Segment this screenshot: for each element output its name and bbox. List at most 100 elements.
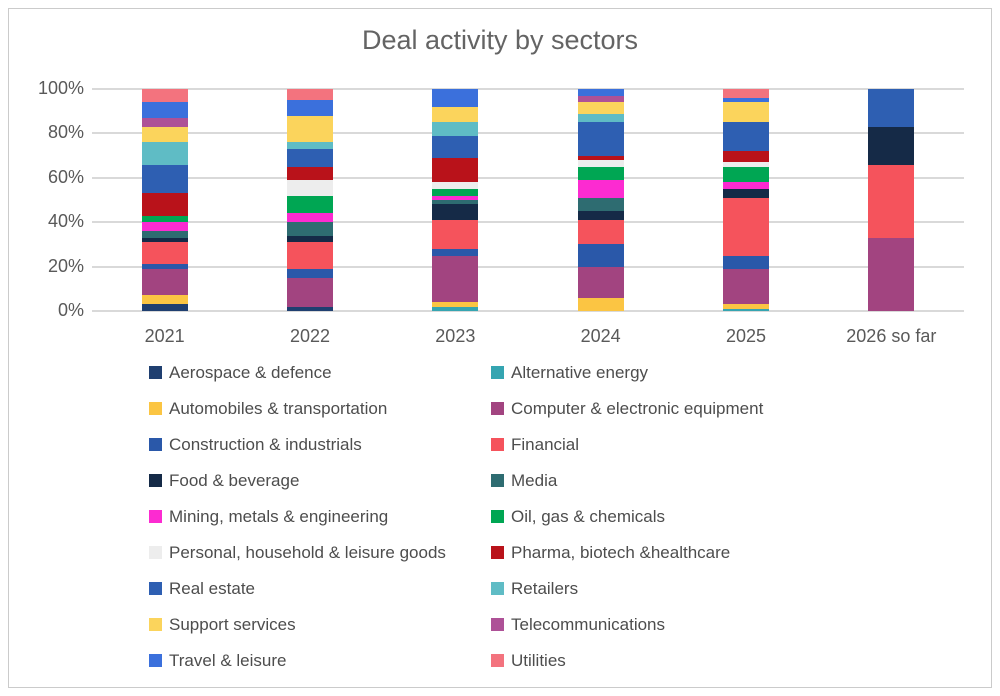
x-tick-label: 2026 so far	[846, 326, 937, 346]
gridline	[92, 88, 964, 90]
bar-segment	[141, 222, 188, 232]
legend-item: Telecommunications	[491, 613, 763, 636]
bar-segment	[722, 255, 769, 269]
bar-2025	[722, 89, 769, 311]
bar-segment	[286, 268, 333, 278]
bar-segment	[141, 193, 188, 216]
bar-segment	[432, 248, 479, 256]
legend-color-swatch	[149, 474, 162, 487]
x-tick-label: 2022	[289, 326, 331, 346]
legend-label: Construction & industrials	[169, 434, 362, 454]
bar-segment	[722, 97, 769, 103]
bar-segment	[577, 220, 624, 245]
legend-label: Mining, metals & engineering	[169, 506, 389, 526]
legend-label: Pharma, biotech &healthcare	[511, 542, 731, 562]
bar-segment	[577, 89, 624, 96]
bar-segment	[722, 122, 769, 152]
bar-segment	[286, 149, 333, 167]
bar-segment	[286, 89, 333, 101]
bar-segment	[141, 264, 188, 269]
y-tick-label: 40%	[47, 211, 84, 232]
legend-label: Computer & electronic equipment	[511, 398, 764, 418]
bar-segment	[432, 89, 479, 107]
legend: Aerospace & defence Alternative energy Aut…	[149, 361, 763, 672]
bar-segment	[141, 237, 188, 243]
bar-segment	[577, 113, 624, 123]
bar-2026-so-far	[868, 89, 915, 311]
bar-segment	[722, 188, 769, 198]
bar-segment	[432, 200, 479, 205]
bar-segment	[286, 166, 333, 181]
legend-color-swatch	[149, 402, 162, 415]
bar-segment	[722, 162, 769, 167]
bar-segment	[432, 157, 479, 183]
bar-column	[819, 89, 964, 311]
bar-segment	[722, 197, 769, 256]
bar-segment	[577, 244, 624, 267]
gridline	[92, 310, 964, 312]
legend-item: Financial	[491, 433, 763, 456]
bar-2024	[577, 89, 624, 311]
bar-segment	[141, 102, 188, 118]
x-tick-label: 2025	[725, 326, 767, 346]
plot-area: 100% 80% 60% 40% 20% 0% 2021 2022 2023 2024 2025 2…	[38, 78, 964, 346]
bar-column	[383, 89, 528, 311]
bar-segment	[577, 155, 624, 161]
legend-label: Food & beverage	[169, 470, 300, 490]
bar-segment	[286, 115, 333, 143]
legend-item: Construction & industrials	[149, 433, 491, 456]
y-tick-label: 80%	[47, 122, 84, 143]
legend-label: Travel & leisure	[169, 650, 287, 670]
bar-2022	[286, 89, 333, 311]
bar-segment	[141, 117, 188, 127]
bar-segment	[141, 126, 188, 143]
bar-segment	[141, 89, 188, 103]
bar-segment	[432, 204, 479, 220]
bar-segment	[141, 164, 188, 194]
legend-color-swatch	[491, 510, 504, 523]
bar-segment	[577, 102, 624, 114]
legend-color-swatch	[149, 618, 162, 631]
legend-item: Pharma, biotech &healthcare	[491, 541, 763, 564]
legend-label: Automobiles & transportation	[169, 398, 388, 418]
legend-item: Food & beverage	[149, 469, 491, 492]
legend-label: Retailers	[511, 578, 579, 598]
bar-segment	[722, 151, 769, 163]
bar-segment	[577, 180, 624, 198]
bar-column	[237, 89, 382, 311]
y-tick-label: 60%	[47, 166, 84, 187]
y-tick-label: 0%	[57, 300, 84, 320]
legend-item: Personal, household & leisure goods	[149, 541, 491, 564]
bar-segment	[577, 297, 624, 311]
x-tick-label: 2023	[435, 326, 476, 346]
legend-label: Personal, household & leisure goods	[169, 542, 446, 562]
legend-item: Real estate	[149, 577, 491, 600]
bar-segment	[286, 277, 333, 307]
bar-segment	[722, 182, 769, 189]
bar-segment	[286, 142, 333, 150]
bar-segment	[577, 160, 624, 167]
legend-item: Support services	[149, 613, 491, 636]
legend-color-swatch	[491, 582, 504, 595]
x-tick-label: 2021	[144, 326, 185, 346]
legend-item: Utilities	[491, 649, 763, 672]
bar-segment	[868, 237, 915, 311]
bar-segment	[868, 126, 915, 165]
bar-segment	[432, 302, 479, 307]
bar-segment	[141, 295, 188, 305]
legend-label: Telecommunications	[511, 614, 666, 634]
legend-color-swatch	[491, 438, 504, 451]
legend-color-swatch	[491, 654, 504, 667]
bar-segment	[722, 304, 769, 309]
legend-color-swatch	[149, 366, 162, 379]
legend-color-swatch	[149, 546, 162, 559]
legend-color-swatch	[491, 546, 504, 559]
legend-item: Alternative energy	[491, 361, 763, 384]
legend-color-swatch	[149, 510, 162, 523]
bar-segment	[141, 215, 188, 223]
bar-segment	[432, 195, 479, 201]
bar-segment	[722, 308, 769, 311]
legend-item: Retailers	[491, 577, 763, 600]
bar-segment	[432, 306, 479, 311]
bar-segment	[577, 166, 624, 181]
